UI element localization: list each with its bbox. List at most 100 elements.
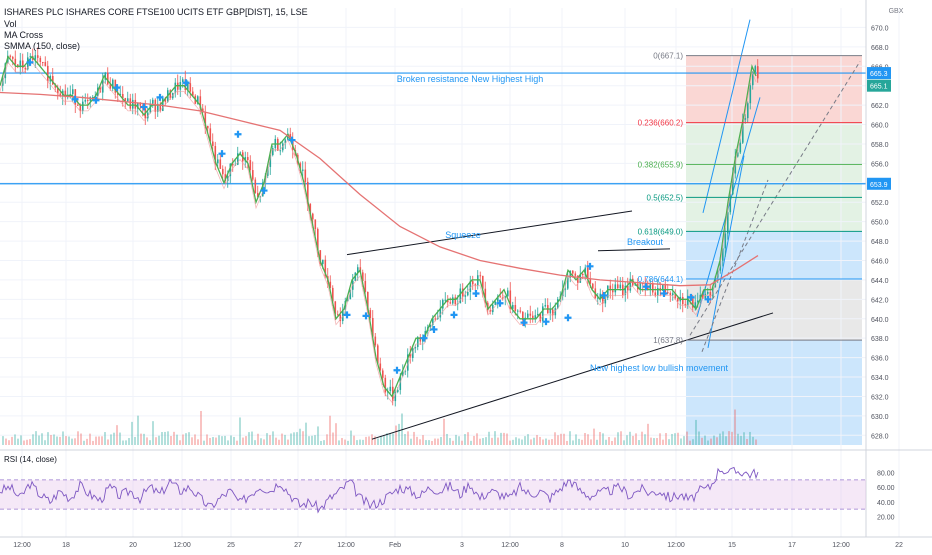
candle-body xyxy=(692,298,694,308)
volume-bar xyxy=(443,418,445,445)
candle-body xyxy=(212,141,214,146)
candle-body xyxy=(307,181,309,204)
volume-bar xyxy=(632,435,634,445)
annotation-resistance: Broken resistance New Highest High xyxy=(397,74,544,84)
candle-body xyxy=(302,169,304,171)
volume-bar xyxy=(506,433,508,445)
candle-body xyxy=(669,292,672,296)
rsi-tick-label: 20.00 xyxy=(877,514,895,521)
volume-bar xyxy=(500,432,502,445)
candle-body xyxy=(447,299,449,303)
candle-body xyxy=(202,108,204,113)
symbol-title: ISHARES PLC ISHARES CORE FTSE100 UCITS E… xyxy=(4,7,308,17)
volume-bar xyxy=(125,440,127,445)
volume-bar xyxy=(311,435,313,445)
candle-body xyxy=(104,72,107,80)
volume-bar xyxy=(539,436,541,445)
volume-bar xyxy=(287,439,289,445)
candle-body xyxy=(562,288,564,297)
volume-bar xyxy=(47,432,49,445)
volume-bar xyxy=(53,434,55,445)
candle-body xyxy=(649,283,652,290)
volume-bar xyxy=(608,437,610,445)
volume-bar xyxy=(635,433,637,445)
candle-body xyxy=(724,233,727,249)
candle-body xyxy=(162,98,164,111)
candle-body xyxy=(617,284,619,289)
candle-body xyxy=(182,79,184,83)
volume-bar xyxy=(65,436,67,445)
volume-bar xyxy=(485,437,487,445)
candle-body xyxy=(534,315,537,319)
candle-body xyxy=(127,98,129,102)
candle-body xyxy=(87,99,89,101)
indicator-ma-cross[interactable]: MA Cross xyxy=(4,30,44,40)
candle-body xyxy=(454,297,457,305)
annotation-squeeze: Squeeze xyxy=(445,230,481,240)
cross-marker xyxy=(182,79,190,87)
price-label-box xyxy=(867,79,891,92)
candle-body xyxy=(607,285,609,298)
candle-body xyxy=(599,293,602,298)
volume-bar xyxy=(11,436,13,445)
volume-bar xyxy=(254,440,256,445)
candle-body xyxy=(589,279,592,284)
candle-body xyxy=(444,299,447,301)
volume-bar xyxy=(686,431,688,445)
volume-bar xyxy=(413,431,415,445)
candle-body xyxy=(47,65,49,82)
volume-bar xyxy=(575,434,577,445)
candle-body xyxy=(19,60,22,68)
indicator-vol[interactable]: Vol xyxy=(4,19,17,29)
volume-bar xyxy=(350,430,352,445)
candle-body xyxy=(687,295,689,306)
volume-bar xyxy=(203,440,205,445)
candle-body xyxy=(412,348,414,358)
candle-body xyxy=(737,152,739,157)
indicator-smma[interactable]: SMMA (150, close) xyxy=(4,41,81,51)
volume-bar xyxy=(593,428,595,445)
candle-body xyxy=(199,96,202,109)
volume-bar xyxy=(692,439,694,445)
price-tick-label: 656.0 xyxy=(871,161,889,168)
volume-bar xyxy=(362,439,364,445)
volume-bar xyxy=(131,421,133,445)
candle-body xyxy=(152,99,154,104)
volume-bar xyxy=(743,432,745,445)
volume-bar xyxy=(170,436,172,445)
volume-bar xyxy=(305,422,307,445)
volume-bar xyxy=(335,423,337,445)
volume-bar xyxy=(320,440,322,445)
candle-body xyxy=(664,285,667,293)
volume-bar xyxy=(416,436,418,445)
volume-bar xyxy=(134,436,136,445)
volume-bar xyxy=(431,440,433,445)
horizontal-lines xyxy=(0,72,866,185)
candle-body xyxy=(209,128,212,142)
candle-body xyxy=(682,296,684,305)
volume-bars xyxy=(2,409,757,445)
volume-bar xyxy=(257,433,259,445)
volume-bar xyxy=(227,440,229,445)
volume-bar xyxy=(242,437,244,445)
volume-bar xyxy=(5,438,7,445)
volume-bar xyxy=(458,436,460,445)
candle-body xyxy=(519,310,522,312)
candle-body xyxy=(34,55,37,60)
volume-bar xyxy=(422,435,424,445)
candle-body xyxy=(214,145,217,164)
candle-body xyxy=(257,192,259,198)
cross-marker xyxy=(362,312,370,320)
volume-bar xyxy=(467,432,469,445)
volume-bar xyxy=(728,431,730,445)
candle-body xyxy=(627,285,629,291)
volume-bar xyxy=(497,437,499,445)
candle-body xyxy=(364,281,367,292)
candle-body xyxy=(624,285,627,295)
volume-bar xyxy=(650,437,652,445)
time-tick-label: 10 xyxy=(621,542,629,549)
volume-bar xyxy=(557,435,559,445)
volume-bar xyxy=(299,428,301,445)
cross-marker xyxy=(642,283,650,291)
trend-line xyxy=(371,312,774,440)
